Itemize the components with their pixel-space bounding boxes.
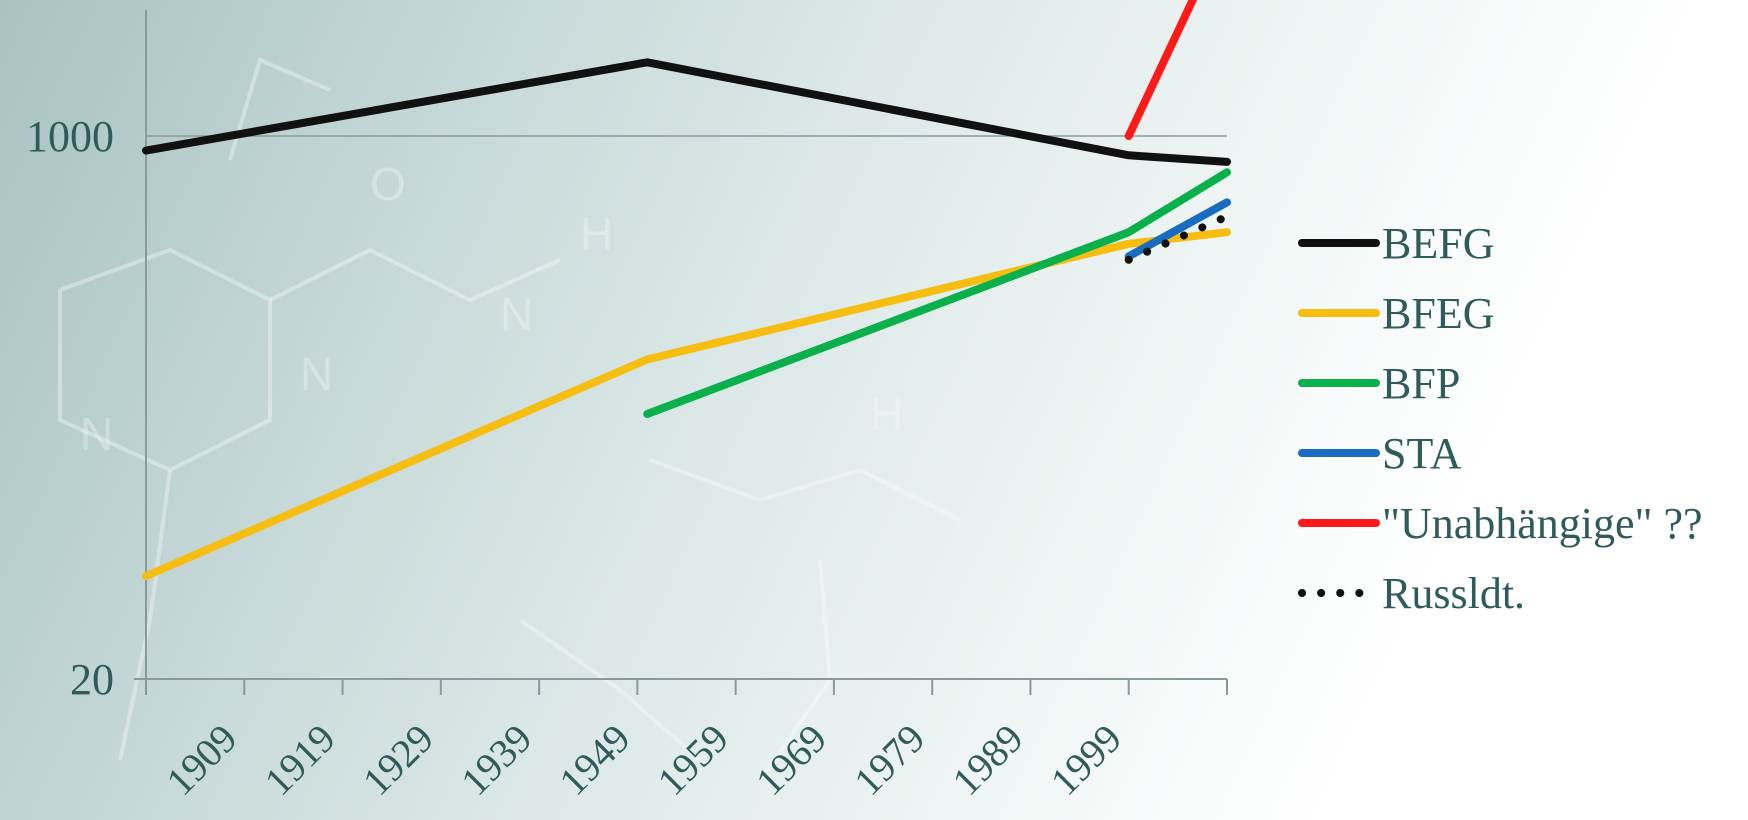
chart-legend: BEFG BFEG BFP STA "Unabhängige" ?? Russldt. (1302, 219, 1703, 618)
legend-label-5: Russldt. (1382, 569, 1525, 618)
chart-series (146, 0, 1227, 576)
series-line-4 (1129, 0, 1227, 136)
svg-text:O: O (370, 158, 406, 210)
x-tick-label: 1919 (256, 716, 344, 804)
y-tick-label: 1000 (26, 112, 114, 161)
x-tick-label: 1939 (452, 716, 540, 804)
svg-text:N: N (300, 348, 333, 400)
svg-text:N: N (80, 408, 113, 460)
svg-text:N: N (500, 288, 533, 340)
x-tick-label: 1949 (550, 716, 638, 804)
legend-label-0: BEFG (1382, 219, 1494, 268)
y-tick-label: 20 (70, 655, 114, 704)
x-tick-label: 1979 (845, 716, 933, 804)
series-line-1 (146, 232, 1227, 576)
legend-label-4: "Unabhängige" ?? (1382, 499, 1703, 548)
x-tick-label: 1989 (943, 716, 1031, 804)
legend-label-3: STA (1382, 429, 1462, 478)
x-tick-label: 1969 (747, 716, 835, 804)
legend-label-2: BFP (1382, 359, 1460, 408)
series-line-3 (1129, 202, 1227, 256)
svg-text:H: H (870, 388, 903, 440)
legend-label-1: BFEG (1382, 289, 1494, 338)
series-line-0 (146, 62, 1227, 162)
x-tick-label: 1929 (354, 716, 442, 804)
x-tick-label: 1999 (1042, 716, 1130, 804)
x-tick-label: 1909 (157, 716, 245, 804)
svg-text:H: H (580, 208, 613, 260)
